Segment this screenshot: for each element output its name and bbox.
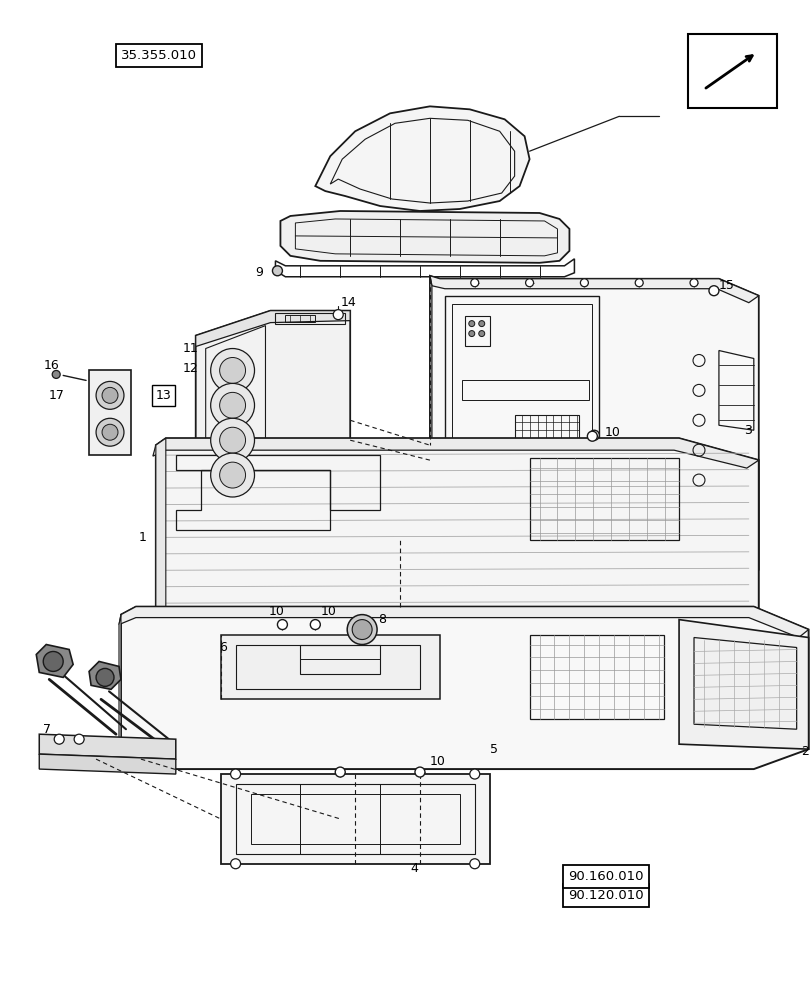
Circle shape: [219, 392, 245, 418]
Circle shape: [478, 331, 484, 337]
Circle shape: [102, 424, 118, 440]
Bar: [687, 34, 775, 108]
Circle shape: [470, 859, 479, 869]
Text: 10: 10: [603, 426, 620, 439]
Polygon shape: [429, 276, 431, 575]
Circle shape: [414, 767, 424, 777]
Circle shape: [470, 279, 478, 287]
Polygon shape: [36, 645, 73, 677]
Circle shape: [219, 357, 245, 383]
Circle shape: [689, 279, 697, 287]
Circle shape: [210, 453, 254, 497]
Polygon shape: [156, 438, 757, 630]
Text: 17: 17: [48, 389, 64, 402]
Text: 11: 11: [182, 342, 198, 355]
Circle shape: [586, 431, 597, 441]
Circle shape: [468, 321, 474, 327]
Circle shape: [96, 381, 124, 409]
Circle shape: [230, 769, 240, 779]
Circle shape: [96, 418, 124, 446]
Circle shape: [335, 767, 345, 777]
Text: 90.120.010: 90.120.010: [567, 889, 642, 902]
Circle shape: [54, 734, 64, 744]
Polygon shape: [195, 311, 350, 530]
Text: 10: 10: [320, 605, 336, 618]
Text: 2: 2: [800, 745, 808, 758]
Text: 4: 4: [410, 862, 418, 875]
Polygon shape: [221, 635, 440, 699]
Polygon shape: [429, 276, 757, 585]
Circle shape: [478, 321, 484, 327]
Text: 8: 8: [378, 613, 385, 626]
Polygon shape: [89, 661, 121, 689]
Polygon shape: [429, 276, 757, 303]
Polygon shape: [678, 620, 808, 749]
Text: 6: 6: [218, 641, 226, 654]
Circle shape: [589, 430, 599, 440]
Text: 3: 3: [743, 424, 751, 437]
Polygon shape: [156, 438, 165, 630]
Polygon shape: [119, 615, 121, 751]
Circle shape: [74, 734, 84, 744]
Text: 35.355.010: 35.355.010: [121, 49, 197, 62]
Polygon shape: [39, 734, 175, 759]
Text: 10: 10: [429, 755, 445, 768]
Polygon shape: [152, 438, 757, 468]
Circle shape: [708, 286, 718, 296]
Circle shape: [219, 427, 245, 453]
Circle shape: [580, 279, 588, 287]
Circle shape: [272, 266, 282, 276]
Circle shape: [352, 620, 371, 640]
Circle shape: [96, 668, 114, 686]
Text: 15: 15: [718, 279, 734, 292]
Text: 90.160.010: 90.160.010: [567, 870, 642, 883]
Polygon shape: [119, 607, 808, 638]
Circle shape: [210, 418, 254, 462]
Circle shape: [310, 620, 320, 630]
Circle shape: [210, 383, 254, 427]
Polygon shape: [315, 106, 529, 211]
Circle shape: [468, 331, 474, 337]
Polygon shape: [280, 211, 569, 263]
Circle shape: [230, 859, 240, 869]
Polygon shape: [195, 311, 350, 347]
Circle shape: [525, 279, 533, 287]
Text: 1: 1: [139, 531, 147, 544]
Polygon shape: [89, 370, 131, 455]
Text: 7: 7: [43, 723, 51, 736]
Circle shape: [634, 279, 642, 287]
Circle shape: [277, 620, 287, 630]
Polygon shape: [39, 754, 175, 774]
Polygon shape: [121, 607, 808, 769]
Circle shape: [333, 310, 343, 320]
Polygon shape: [221, 774, 489, 864]
Text: 9: 9: [255, 266, 263, 279]
Text: 16: 16: [43, 359, 59, 372]
Text: 5: 5: [489, 743, 497, 756]
Circle shape: [52, 370, 60, 378]
Text: 14: 14: [340, 296, 355, 309]
Circle shape: [43, 651, 63, 671]
Circle shape: [347, 615, 376, 645]
Circle shape: [470, 769, 479, 779]
Circle shape: [210, 349, 254, 392]
Text: 10: 10: [268, 605, 284, 618]
Text: 13: 13: [156, 389, 171, 402]
Text: 12: 12: [182, 362, 198, 375]
Circle shape: [102, 387, 118, 403]
Circle shape: [219, 462, 245, 488]
